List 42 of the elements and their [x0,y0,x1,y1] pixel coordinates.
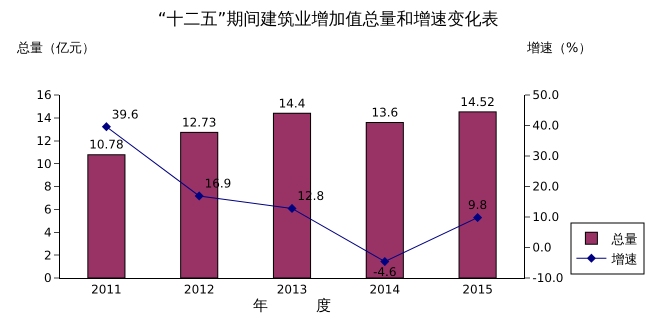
x-tick-label: 2011 [91,282,122,296]
x-tick-label: 2013 [276,282,308,296]
point [287,204,297,214]
y2-tick-label: 40.0 [532,118,560,133]
y-tick-label: 16 [36,88,52,102]
y2-tick-label: -10.0 [532,271,564,286]
legend-label: 增速 [610,252,638,268]
y-tick-label: 8 [44,180,52,194]
point [194,191,204,201]
legend-label: 总量 [610,232,638,248]
y-tick-label: 4 [44,225,52,240]
y-axis-title: 总量（亿元） [16,41,95,56]
y-tick-label: 10 [36,156,52,171]
x-tick-label: 2014 [370,282,400,296]
y2-axis-title: 增速（%） [526,41,592,56]
data-label: 12.73 [182,115,216,130]
y2-tick-label: 50.0 [532,88,560,102]
chart-title: “十二五”期间建筑业增加值总量和增速变化表 [158,10,498,30]
y2-tick-label: 10.0 [532,210,560,224]
data-label: -4.6 [373,264,397,279]
data-label: 14.52 [460,94,495,109]
y-tick-label: 6 [44,202,52,217]
data-label: 14.4 [278,96,306,110]
y-tick-label: 14 [36,111,52,126]
point [473,213,482,222]
y-tick-label: 12 [36,134,52,148]
point [102,122,111,132]
y2-tick-label: 30.0 [532,149,560,164]
y2-tick-label: 20.0 [532,180,560,194]
data-label: 9.8 [468,198,488,212]
x-axis-title: 年 度 [253,296,331,314]
data-label: 39.6 [112,107,138,122]
y2-tick-label: 0.0 [532,240,552,255]
data-label: 12.8 [297,189,324,204]
y-tick-label: 0 [44,271,52,286]
x-tick-label: 2012 [184,282,214,296]
data-label: 10.78 [89,138,124,152]
y-tick-label: 2 [44,248,52,262]
data-label: 16.9 [204,176,232,191]
data-label: 13.6 [371,105,398,120]
x-tick-label: 2015 [462,282,493,296]
point [380,256,390,266]
